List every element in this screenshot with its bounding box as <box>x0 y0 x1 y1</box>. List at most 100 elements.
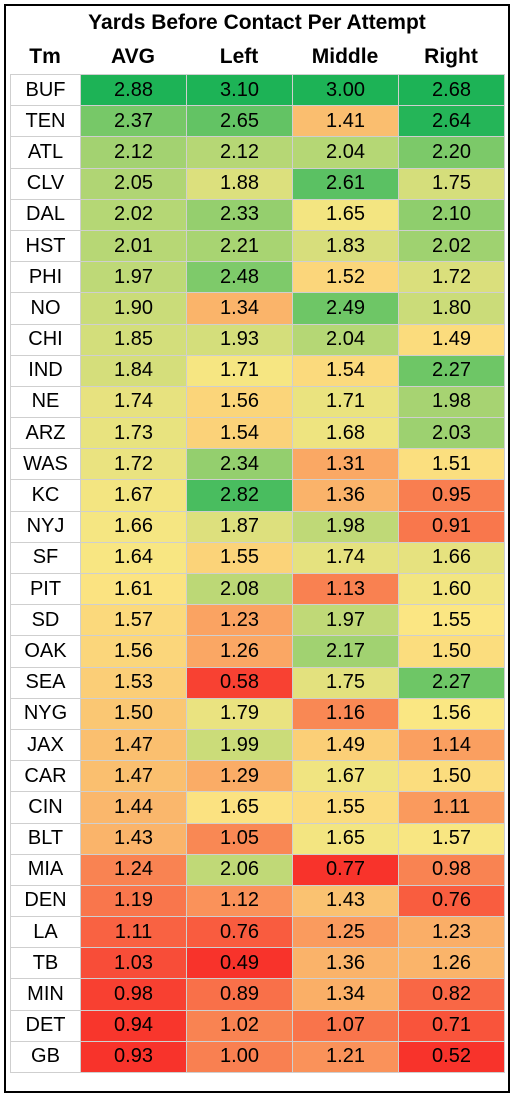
column-header-middle: Middle <box>311 45 379 68</box>
avg-value-cell: 1.11 <box>80 916 187 949</box>
middle-value-cell: 1.52 <box>292 261 399 294</box>
team-cell: DET <box>10 1009 81 1042</box>
left-value-cell: 1.34 <box>186 292 293 325</box>
team-cell: HST <box>10 229 81 263</box>
column-header-left: Left <box>219 45 259 68</box>
middle-value-cell: 2.49 <box>292 292 399 325</box>
right-value-cell: 0.71 <box>398 1009 505 1042</box>
team-cell: SD <box>10 604 81 637</box>
team-cell: MIN <box>10 978 81 1011</box>
left-value-cell: 2.34 <box>186 448 293 481</box>
table-title: Yards Before Contact Per Attempt <box>88 11 426 34</box>
middle-value-cell: 1.07 <box>292 1009 399 1042</box>
middle-value-cell: 1.41 <box>292 105 399 138</box>
table-row: PHI 1.97 2.48 1.52 1.72 <box>10 261 505 294</box>
middle-value-cell: 0.77 <box>292 853 399 886</box>
middle-value-cell: 2.04 <box>292 323 399 356</box>
column-header-right: Right <box>424 45 478 68</box>
team-cell: GB <box>10 1040 81 1074</box>
team-cell: OAK <box>10 635 81 668</box>
left-value-cell: 1.29 <box>186 760 293 793</box>
left-value-cell: 0.49 <box>186 947 293 980</box>
left-value-cell: 1.23 <box>186 604 293 637</box>
avg-value-cell: 1.73 <box>80 417 187 450</box>
table-row: BUF 2.88 3.10 3.00 2.68 <box>10 73 505 107</box>
right-value-cell: 2.20 <box>398 136 505 169</box>
middle-value-cell: 1.71 <box>292 385 399 419</box>
avg-value-cell: 0.94 <box>80 1009 187 1042</box>
right-value-cell: 2.27 <box>398 666 505 699</box>
middle-value-cell: 1.75 <box>292 666 399 699</box>
team-cell: KC <box>10 479 81 512</box>
avg-value-cell: 2.05 <box>80 167 187 200</box>
right-value-cell: 1.56 <box>398 697 505 730</box>
middle-value-cell: 1.36 <box>292 947 399 980</box>
avg-value-cell: 1.61 <box>80 572 187 606</box>
left-value-cell: 1.71 <box>186 354 293 387</box>
team-cell: CLV <box>10 167 81 200</box>
left-value-cell: 1.88 <box>186 167 293 200</box>
team-cell: CAR <box>10 760 81 793</box>
avg-value-cell: 1.47 <box>80 760 187 793</box>
avg-value-cell: 1.53 <box>80 666 187 699</box>
middle-value-cell: 2.04 <box>292 136 399 169</box>
left-value-cell: 2.06 <box>186 853 293 886</box>
left-value-cell: 1.99 <box>186 728 293 762</box>
avg-value-cell: 1.67 <box>80 479 187 512</box>
middle-value-cell: 1.65 <box>292 198 399 231</box>
avg-value-cell: 1.64 <box>80 541 187 575</box>
left-value-cell: 1.56 <box>186 385 293 419</box>
right-value-cell: 2.64 <box>398 105 505 138</box>
left-value-cell: 1.05 <box>186 822 293 855</box>
avg-value-cell: 1.90 <box>80 292 187 325</box>
team-cell: TEN <box>10 105 81 138</box>
avg-value-cell: 1.50 <box>80 697 187 730</box>
left-value-cell: 2.48 <box>186 261 293 294</box>
table-row: ARZ 1.73 1.54 1.68 2.03 <box>10 417 505 450</box>
team-cell: ATL <box>10 136 81 169</box>
middle-value-cell: 1.21 <box>292 1040 399 1074</box>
table-row: ATL 2.12 2.12 2.04 2.20 <box>10 136 505 169</box>
team-cell: SF <box>10 541 81 575</box>
avg-value-cell: 1.03 <box>80 947 187 980</box>
table-row: MIN 0.98 0.89 1.34 0.82 <box>10 978 505 1011</box>
left-value-cell: 1.55 <box>186 541 293 575</box>
left-value-cell: 2.21 <box>186 229 293 263</box>
right-value-cell: 1.98 <box>398 385 505 419</box>
left-value-cell: 1.54 <box>186 417 293 450</box>
right-value-cell: 1.72 <box>398 261 505 294</box>
middle-value-cell: 1.36 <box>292 479 399 512</box>
middle-value-cell: 2.61 <box>292 167 399 200</box>
middle-value-cell: 1.13 <box>292 572 399 606</box>
avg-value-cell: 0.98 <box>80 978 187 1011</box>
right-value-cell: 0.91 <box>398 510 505 543</box>
right-value-cell: 1.50 <box>398 635 505 668</box>
middle-value-cell: 1.16 <box>292 697 399 730</box>
right-value-cell: 1.60 <box>398 572 505 606</box>
right-value-cell: 1.66 <box>398 541 505 575</box>
left-value-cell: 2.12 <box>186 136 293 169</box>
left-value-cell: 2.08 <box>186 572 293 606</box>
avg-value-cell: 1.43 <box>80 822 187 855</box>
table-row: CHI 1.85 1.93 2.04 1.49 <box>10 323 505 356</box>
left-value-cell: 2.33 <box>186 198 293 231</box>
avg-value-cell: 2.12 <box>80 136 187 169</box>
table-row: NE 1.74 1.56 1.71 1.98 <box>10 385 505 419</box>
team-cell: BLT <box>10 822 81 855</box>
table-row: IND 1.84 1.71 1.54 2.27 <box>10 354 505 387</box>
table-row: DEN 1.19 1.12 1.43 0.76 <box>10 884 505 918</box>
table-frame: Yards Before Contact Per Attempt Tm AVG … <box>4 4 510 1093</box>
table-row: CIN 1.44 1.65 1.55 1.11 <box>10 791 505 824</box>
team-cell: NE <box>10 385 81 419</box>
table-row: MIA 1.24 2.06 0.77 0.98 <box>10 853 505 886</box>
right-value-cell: 0.52 <box>398 1040 505 1074</box>
table-row: WAS 1.72 2.34 1.31 1.51 <box>10 448 505 481</box>
team-cell: BUF <box>10 73 81 107</box>
team-cell: JAX <box>10 728 81 762</box>
middle-value-cell: 1.54 <box>292 354 399 387</box>
table-row: GB 0.93 1.00 1.21 0.52 <box>10 1040 505 1074</box>
team-cell: NO <box>10 292 81 325</box>
team-cell: LA <box>10 916 81 949</box>
middle-value-cell: 3.00 <box>292 73 399 107</box>
right-value-cell: 0.82 <box>398 978 505 1011</box>
